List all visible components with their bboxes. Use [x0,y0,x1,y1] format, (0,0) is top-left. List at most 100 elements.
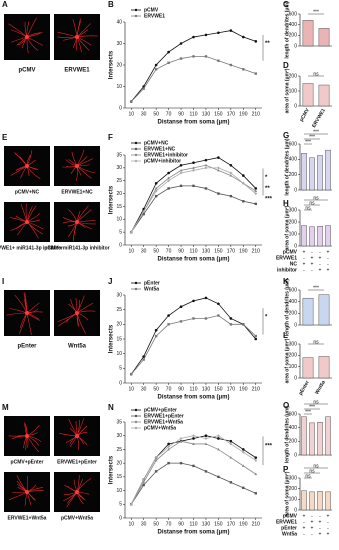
table-mark: - [303,267,305,273]
significance: ns [313,463,319,469]
y-tick-label: 100 [289,364,298,370]
x-tick-label: 90 [178,111,184,117]
bar [301,416,307,456]
table-row-label: pCMV [283,249,298,255]
point [242,323,245,326]
x-tick-label: 110 [190,386,198,392]
point [179,184,183,188]
point [167,179,170,183]
table-mark: + [311,525,314,531]
bar [317,155,323,191]
image-caption: pEnter [17,344,37,350]
significance: ns [305,473,311,479]
soma [25,434,29,438]
x-tick-label: 50 [153,248,159,254]
series-line [130,185,256,233]
point [204,55,208,58]
legend-label: pEnter [144,280,160,286]
legend-marker [134,153,138,157]
point [167,461,170,465]
soma [75,35,79,39]
y-tick-label: 200 [289,172,298,178]
panel-letter: J [108,277,112,286]
series-line [130,297,257,375]
series-line [130,30,256,102]
bar [318,356,330,379]
soma [25,311,29,315]
point [179,168,183,172]
x-tick-label: 130 [202,248,211,254]
image-caption: pCMV [19,68,36,74]
point [130,100,133,103]
legend-marker [134,8,138,12]
series-line [130,56,256,102]
point [142,210,146,214]
bar [325,149,331,191]
x-tick-label: 210 [252,521,261,527]
table-row-label: pEnter [281,525,297,531]
point [217,156,220,159]
point [241,181,245,185]
y-tick-label: 0 [294,452,297,458]
table-mark: + [311,261,314,267]
table-mark: - [327,519,329,525]
y-tick-label: 0 [294,43,297,49]
point [229,163,233,167]
point [154,186,158,190]
dendrite [8,23,28,38]
x-tick-label: 30 [141,248,147,254]
image-caption: pCMV+pEnter [11,459,44,465]
significance: *** [309,404,315,410]
y-tick-label: 5 [119,502,122,508]
point [229,29,233,32]
point [154,334,158,338]
y-tick-label: 0 [294,103,297,109]
point [217,434,220,438]
y-tick-label: 400 [289,157,298,163]
point [179,461,183,465]
y-tick-label: 600 [289,411,298,417]
y-tick-label: 25 [116,307,122,313]
y-tick-label: 30 [116,433,122,439]
point [254,334,257,338]
legend-marker [134,141,138,145]
table-mark: - [319,525,321,531]
bar [301,490,307,511]
point [254,456,258,459]
point [229,456,233,459]
x-tick-label: 90 [178,248,184,254]
point [142,478,146,482]
y-axis-title: Intersects [109,50,115,79]
legend-label: ERVWE1 [144,13,165,19]
legend-marker [134,426,138,430]
x-tick-label: 210 [252,248,261,254]
table-mark: - [319,513,321,519]
point [154,68,158,71]
series-line [130,440,256,505]
y-tick-label: 20 [116,460,122,466]
legend-marker [134,159,138,163]
table-mark: - [327,255,329,261]
y-axis-title: length of dendrites (μm) [284,406,290,464]
table-mark: + [311,255,314,261]
bar [317,225,323,247]
point [254,458,258,462]
x-tick-label: 70 [166,111,172,117]
point [179,42,183,45]
table-row-label: pCMV [283,513,298,519]
x-tick-label: 150 [214,386,223,392]
y-tick-label: 200 [289,353,298,359]
y-axis-title: area of soma (μm²) [284,471,290,516]
point [242,35,245,39]
soma [25,164,29,168]
point [142,483,145,487]
panel-letter: F [108,133,113,142]
table-mark: - [303,531,305,537]
point [217,31,220,35]
soma [25,490,29,494]
point [154,181,158,185]
y-tick-label: 0 [294,187,297,193]
bar [317,491,323,511]
point [217,475,220,479]
table-mark: + [303,525,306,531]
